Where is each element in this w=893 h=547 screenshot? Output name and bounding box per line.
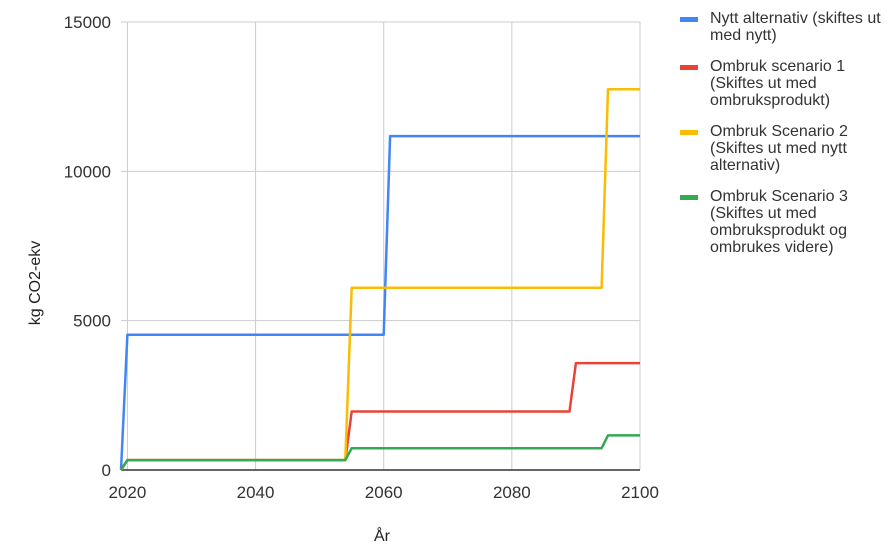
x-tick-label: 2100 — [621, 483, 659, 502]
legend-item-3: Ombruk Scenario 2 (Skiftes ut med nytt a… — [680, 123, 890, 174]
legend-swatch — [680, 65, 698, 70]
legend-swatch — [680, 130, 698, 135]
y-tick-label: 10000 — [64, 162, 111, 181]
legend-label: Ombruk Scenario 3 (Skiftes ut med ombruk… — [710, 188, 848, 256]
legend-item-1: Nytt alternativ (skiftes ut med nytt) — [680, 10, 890, 44]
series-line-4 — [119, 434, 640, 471]
legend-item-2: Ombruk scenario 1 (Skiftes ut med ombruk… — [680, 58, 890, 109]
legend-label: Ombruk scenario 1 (Skiftes ut med ombruk… — [710, 58, 846, 109]
legend-swatch — [680, 195, 698, 200]
y-tick-label: 15000 — [64, 13, 111, 32]
grid — [121, 21, 641, 470]
legend-label: Ombruk Scenario 2 (Skiftes ut med nytt a… — [710, 123, 848, 174]
legend-item-4: Ombruk Scenario 3 (Skiftes ut med ombruk… — [680, 188, 890, 256]
series-lines — [119, 87, 640, 471]
x-tick-label: 2040 — [237, 483, 275, 502]
y-tick-label: 0 — [102, 461, 111, 480]
legend-swatch — [680, 17, 698, 22]
tick-labels: 0 5000 10000 15000 2020 2040 2060 2080 2100 — [64, 13, 659, 502]
series-line-1 — [119, 134, 640, 471]
x-tick-label: 2020 — [108, 483, 146, 502]
legend-label: Nytt alternativ (skiftes ut med nytt) — [710, 10, 881, 44]
chart-legend: Nytt alternativ (skiftes ut med nytt) Omb… — [680, 10, 890, 270]
y-tick-label: 5000 — [73, 312, 111, 331]
series-line-2 — [119, 361, 640, 471]
x-axis-title: År — [374, 526, 391, 545]
series-line-3 — [119, 87, 640, 471]
x-tick-label: 2080 — [493, 483, 531, 502]
y-axis-title: kg CO2-ekv — [27, 241, 44, 325]
x-tick-label: 2060 — [365, 483, 403, 502]
